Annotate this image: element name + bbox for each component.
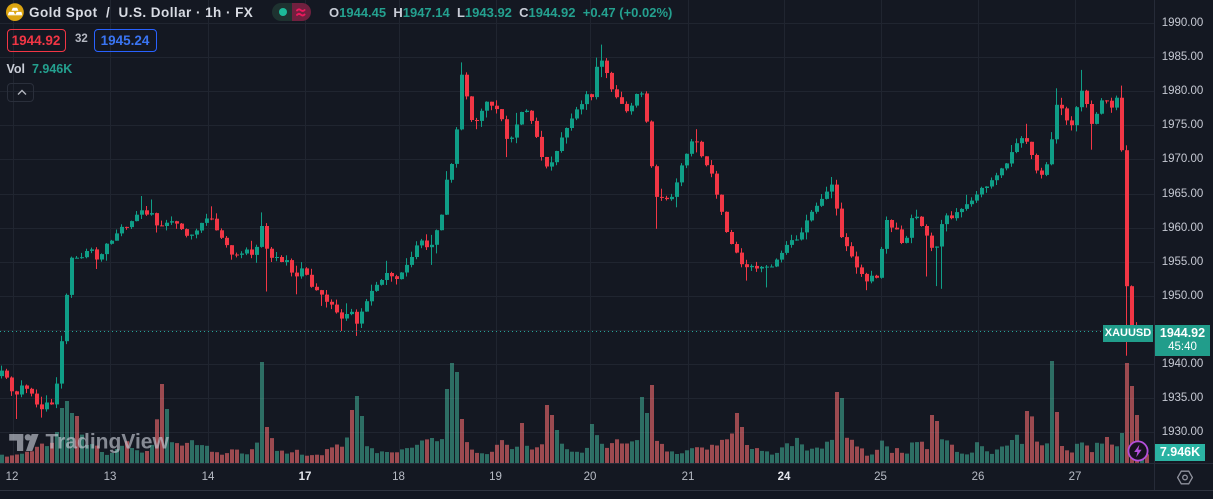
svg-text:TradingView: TradingView bbox=[46, 430, 170, 453]
